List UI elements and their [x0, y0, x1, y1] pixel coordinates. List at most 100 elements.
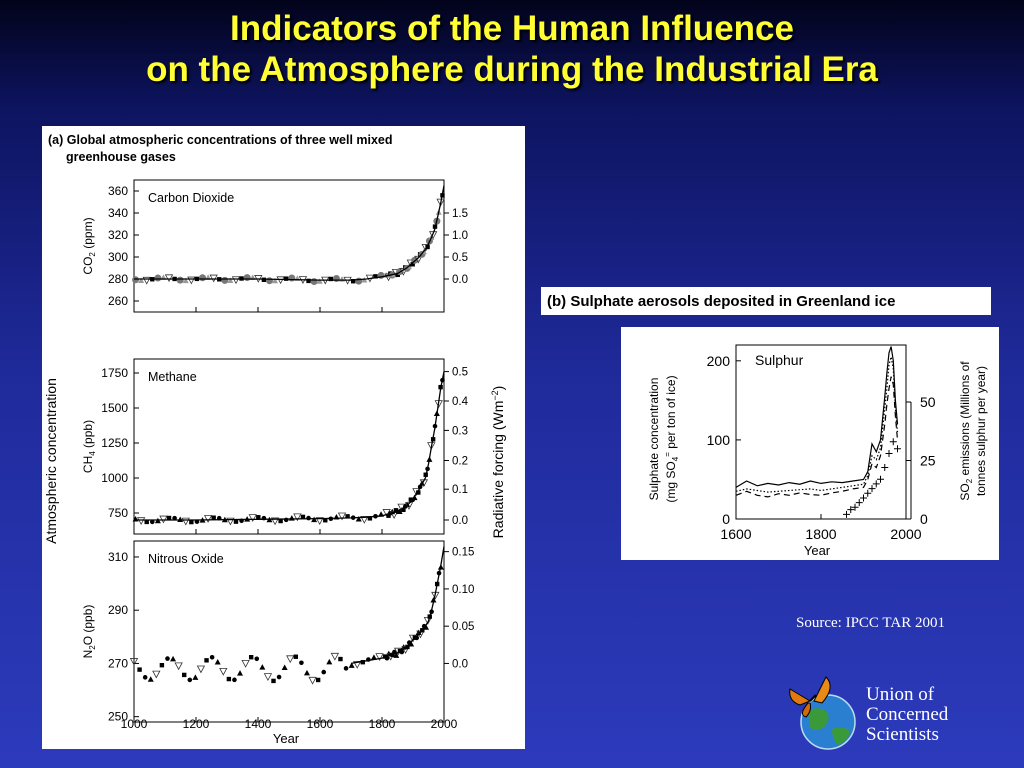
data-point [350, 279, 356, 284]
data-point [142, 675, 148, 680]
subplot-name-2: Nitrous Oxide [148, 552, 224, 566]
chart-panel-b-label: (b) Sulphate aerosols deposited in Green… [541, 287, 991, 315]
b-xtick-label: 2000 [890, 526, 921, 542]
b-series-dotted [735, 356, 899, 493]
ytick-label: 1250 [101, 436, 128, 450]
data-point [138, 277, 145, 284]
ytick-label: 280 [108, 272, 128, 286]
data-point [328, 276, 334, 282]
data-point [248, 514, 257, 522]
right-tick-label: 0.0 [452, 658, 468, 670]
data-point [177, 516, 184, 523]
panel-b-right-label-line1: SO2 emissions (Millions of [958, 361, 974, 501]
data-point [237, 670, 244, 676]
data-point [147, 676, 154, 682]
data-point [181, 517, 190, 526]
data-point [261, 277, 267, 282]
b-emission-point [855, 499, 863, 507]
data-point [303, 669, 310, 676]
data-point [281, 664, 288, 671]
data-point [348, 662, 355, 668]
data-point [345, 514, 350, 519]
data-point [338, 656, 343, 662]
data-point [231, 276, 241, 285]
data-point [288, 274, 296, 282]
xtick-label: 1400 [245, 717, 272, 731]
data-point [355, 515, 362, 522]
subplot-ylabel-0: CO2 (ppm) [81, 217, 97, 274]
b-emission-point [881, 464, 889, 472]
subplot-frame-0 [133, 179, 445, 313]
data-point [401, 507, 406, 513]
data-point [310, 278, 318, 286]
data-point [373, 274, 378, 279]
b-emission-point [847, 506, 855, 514]
slide-title-line1: Indicators of the Human Influence [230, 9, 794, 48]
b-right-tick-label: 0 [920, 511, 928, 527]
data-point [367, 516, 373, 521]
data-point [375, 653, 384, 661]
shared-ylabel: Atmospheric concentration [43, 378, 59, 544]
data-point [316, 278, 323, 284]
data-point [386, 513, 391, 518]
data-point [170, 655, 177, 662]
data-point [272, 277, 279, 284]
data-point [326, 658, 333, 665]
subplot-curve-0 [134, 185, 445, 281]
data-point [227, 277, 234, 284]
ucs-logo-text: Union of Concerned Scientists [866, 685, 948, 745]
data-point [337, 512, 347, 521]
xtick-label: 1200 [183, 717, 210, 731]
data-point [164, 274, 174, 283]
panel-b-title: (b) Sulphate aerosols deposited in Green… [547, 293, 895, 310]
subplot-ylabel-1: CH4 (ppb) [81, 420, 97, 473]
data-point [321, 669, 327, 675]
data-point [300, 514, 306, 520]
b-emission-point [889, 438, 897, 446]
ytick-label: 250 [108, 710, 128, 724]
data-point [196, 665, 206, 674]
subplot-frame-2 [133, 540, 445, 723]
panel-a-title-line1: (a) Global atmospheric concentrations of… [48, 133, 393, 147]
data-point [241, 660, 250, 668]
panel-b-xlabel: Year [804, 543, 831, 558]
data-point [174, 662, 183, 671]
data-point [355, 277, 363, 285]
data-point [176, 276, 184, 284]
data-point [396, 508, 403, 514]
data-point [315, 677, 321, 683]
xtick-label: 1000 [121, 717, 148, 731]
b-emission-point [872, 480, 880, 488]
data-point [132, 276, 140, 284]
ytick-label: 750 [108, 506, 128, 520]
right-tick-label: 1.0 [452, 230, 468, 242]
data-point [219, 667, 228, 676]
logo-line1: Union of [866, 684, 935, 705]
data-point [270, 517, 280, 526]
data-point [243, 274, 251, 282]
data-point [182, 277, 189, 284]
subplot-curve-2 [350, 546, 445, 665]
data-point [209, 655, 215, 660]
data-point [353, 660, 362, 669]
shared-right-label: Radiative forcing (Wm−2) [490, 386, 506, 539]
data-point [152, 670, 161, 679]
data-point [299, 660, 304, 666]
b-emission-point [868, 485, 876, 493]
ytick-label: 1500 [101, 401, 128, 415]
data-point [425, 244, 430, 250]
chart-b-svg: Sulphate concentration (mg SO4= per ton … [647, 344, 988, 558]
data-point [226, 517, 235, 526]
data-point [278, 518, 283, 524]
b-emission-point [843, 510, 850, 518]
ytick-label: 320 [108, 228, 128, 242]
panel-b-frame [735, 344, 907, 520]
data-point [427, 442, 436, 450]
data-point [263, 673, 273, 681]
xtick-label: 1800 [369, 717, 396, 731]
data-point [284, 276, 289, 281]
subplot-curve-1 [134, 371, 445, 521]
b-emission-point [877, 475, 884, 483]
b-emission-point [864, 489, 872, 497]
ytick-label: 340 [108, 206, 128, 220]
